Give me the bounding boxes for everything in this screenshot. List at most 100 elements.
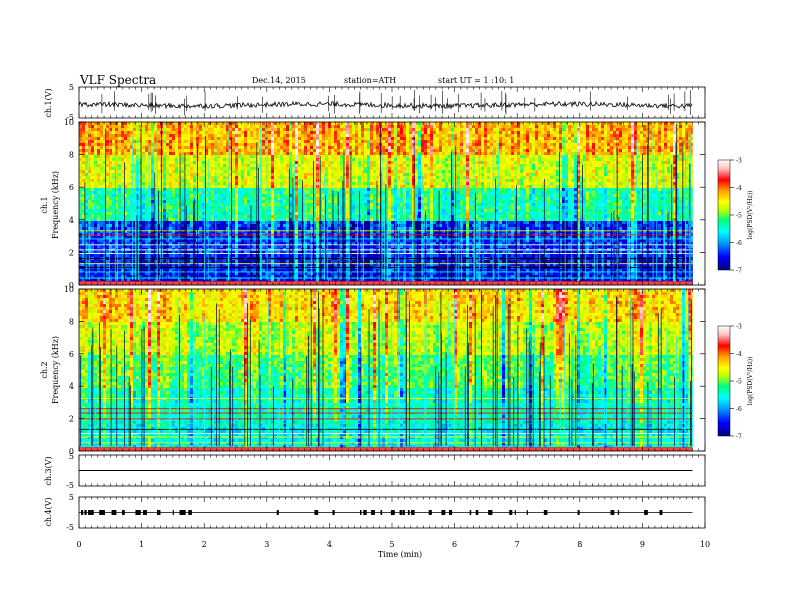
spectrogram-cell xyxy=(661,143,665,147)
spectrogram-cell xyxy=(79,131,83,135)
spectrogram-cell xyxy=(298,143,302,147)
spectrogram-cell xyxy=(475,161,479,165)
spectrogram-cell xyxy=(445,185,449,189)
spectrogram-cell xyxy=(511,176,515,180)
spectrogram-cell xyxy=(571,125,575,129)
spectrogram-cell xyxy=(145,194,149,198)
spectrogram-cell xyxy=(367,155,371,159)
spectrogram-cell xyxy=(295,128,299,132)
spectrogram-cell xyxy=(226,134,230,138)
spectrogram-cell xyxy=(580,170,584,174)
spectrogram-cell xyxy=(334,158,338,162)
spectrogram-cell xyxy=(424,125,428,129)
spectrogram-cell xyxy=(481,152,485,156)
spectrogram-cell xyxy=(220,146,224,150)
spectrogram-cell xyxy=(172,122,176,126)
spectrogram-cell xyxy=(586,131,590,135)
spectrogram-cell xyxy=(283,140,287,144)
spectrogram-cell xyxy=(163,191,167,195)
spectrogram-cell xyxy=(112,182,116,186)
spectrogram-cell xyxy=(229,155,233,159)
spectrogram-cell xyxy=(286,140,290,144)
spectrogram-cell xyxy=(607,179,611,183)
spectrogram-cell xyxy=(250,149,254,153)
spectrogram-cell xyxy=(625,191,629,195)
spectrogram-cell xyxy=(388,149,392,153)
spectrogram-cell xyxy=(304,182,308,186)
spectrogram-cell xyxy=(310,176,314,180)
spectrogram-cell xyxy=(397,137,401,141)
spectrogram-cell xyxy=(91,140,95,144)
spectrogram-cell xyxy=(199,140,203,144)
spectrogram-cell xyxy=(139,140,143,144)
spectrogram-cell xyxy=(409,167,413,171)
spectrogram-cell xyxy=(400,125,404,129)
spectrogram-cell xyxy=(271,173,275,177)
spectrogram-cell xyxy=(658,179,662,183)
spectrogram-cell xyxy=(463,185,467,189)
spectrogram-cell xyxy=(157,155,161,159)
spectrogram-cell xyxy=(487,137,491,141)
spectrogram-cell xyxy=(409,125,413,129)
spectrogram-cell xyxy=(223,146,227,150)
spectrogram-cell xyxy=(412,158,416,162)
spectrogram-cell xyxy=(286,149,290,153)
spectrogram-cell xyxy=(556,134,560,138)
spectrogram-cell xyxy=(550,182,554,186)
spectrogram-cell xyxy=(106,188,110,192)
spectrogram-cell xyxy=(532,188,536,192)
spectrogram-cell xyxy=(595,149,599,153)
spectrogram-cell xyxy=(313,143,317,147)
spectrogram-cell xyxy=(493,152,497,156)
spectrogram-cell xyxy=(100,140,104,144)
spectrogram-cell xyxy=(667,134,671,138)
spectrogram-cell xyxy=(601,137,605,141)
spectrogram-cell xyxy=(217,134,221,138)
spectrogram-cell xyxy=(88,179,92,183)
spectrogram-cell xyxy=(334,176,338,180)
spectrogram-cell xyxy=(184,176,188,180)
spectrogram-cell xyxy=(196,134,200,138)
spectrogram-cell xyxy=(307,134,311,138)
spectrogram-cell xyxy=(652,176,656,180)
spectrogram-cell xyxy=(325,137,329,141)
spectrogram-cell xyxy=(481,161,485,165)
spectrogram-cell xyxy=(373,170,377,174)
spectrogram-cell xyxy=(79,146,83,150)
spectrogram-cell xyxy=(145,185,149,189)
spectrogram-cell xyxy=(97,167,101,171)
spectrogram-cell xyxy=(493,149,497,153)
spectrogram-cell xyxy=(364,134,368,138)
spectrogram-cell xyxy=(655,155,659,159)
spectrogram-cell xyxy=(586,146,590,150)
spectrogram-cell xyxy=(220,131,224,135)
spectrogram-cell xyxy=(295,182,299,186)
spectrogram-cell xyxy=(673,185,677,189)
spectrogram-cell xyxy=(508,158,512,162)
spectrogram-cell xyxy=(358,152,362,156)
spectrogram-cell xyxy=(481,131,485,135)
spectrogram-cell xyxy=(364,167,368,171)
spectrogram-cell xyxy=(406,191,410,195)
spectrogram-cell xyxy=(514,191,518,195)
spectrogram-cell xyxy=(568,170,572,174)
spectrogram-cell xyxy=(556,155,560,159)
spectrogram-cell xyxy=(226,146,230,150)
spectrogram-cell xyxy=(361,134,365,138)
spectrogram-cell xyxy=(100,173,104,177)
spectrogram-cell xyxy=(580,143,584,147)
spectrogram-cell xyxy=(592,128,596,132)
spectrogram-cell xyxy=(232,185,236,189)
spectrogram-cell xyxy=(193,188,197,192)
spectrogram-cell xyxy=(124,146,128,150)
spectrogram-cell xyxy=(583,128,587,132)
spectrogram-cell xyxy=(529,182,533,186)
spectrogram-cell xyxy=(451,128,455,132)
spectrogram-cell xyxy=(226,188,230,192)
spectrogram-cell xyxy=(100,149,104,153)
spectrogram-cell xyxy=(466,134,470,138)
spectrogram-cell xyxy=(463,125,467,129)
spectrogram-cell xyxy=(118,143,122,147)
spectrogram-cell xyxy=(130,161,134,165)
spectrogram-cell xyxy=(223,152,227,156)
